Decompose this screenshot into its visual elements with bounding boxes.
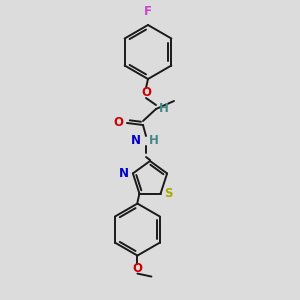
Text: N: N	[131, 134, 141, 148]
Text: O: O	[113, 116, 123, 130]
Text: F: F	[144, 5, 152, 18]
Text: H: H	[149, 134, 159, 148]
Text: H: H	[159, 101, 169, 115]
Text: O: O	[132, 262, 142, 275]
Text: O: O	[141, 86, 151, 100]
Text: S: S	[165, 187, 173, 200]
Text: N: N	[119, 167, 129, 180]
